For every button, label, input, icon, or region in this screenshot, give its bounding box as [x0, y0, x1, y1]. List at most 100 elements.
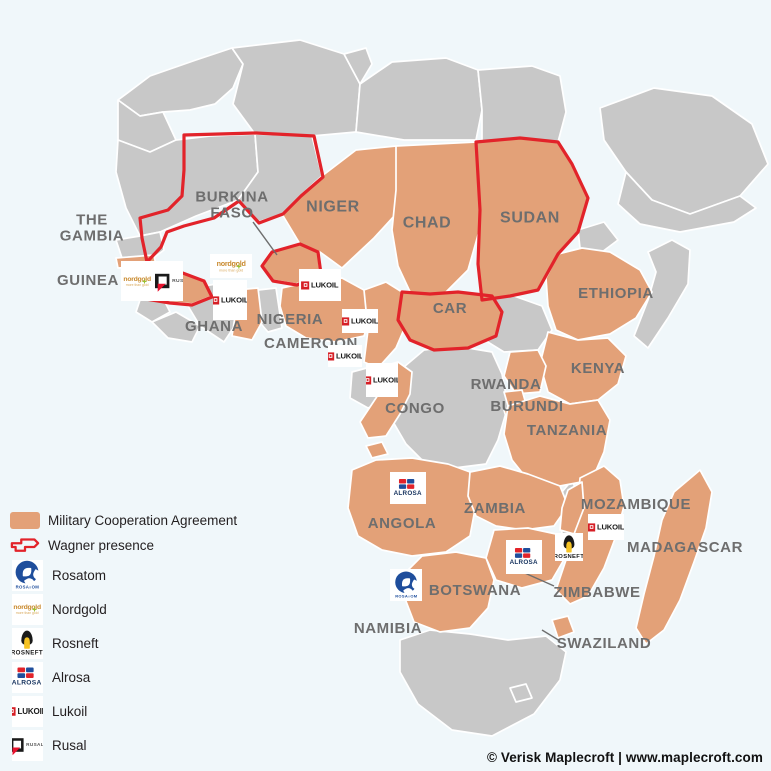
nordgold-wordmark: nordgold: [13, 603, 41, 611]
lukoil-red-square-icon: [11, 706, 16, 716]
legend-label: Wagner presence: [48, 538, 155, 553]
alrosa-facet: [407, 484, 415, 489]
alrosa-logo: ALROSA: [394, 479, 422, 497]
country-cameroon-fill: [363, 281, 409, 369]
country-congo-fill: [359, 361, 413, 439]
country-yemen-oman: [617, 171, 757, 233]
country-liberia: [151, 311, 201, 343]
lukoil-wordmark: LUKOIL: [351, 316, 378, 326]
map-logo-rosatom-namibia: ROSATOM: [390, 569, 422, 601]
country-lesotho: [509, 683, 533, 703]
legend-label: Rusal: [52, 737, 87, 753]
rusal-wordmark: RUSAL: [26, 742, 43, 748]
alrosa-wordmark: ALROSA: [12, 679, 42, 687]
legend-key-nordgold-logo: nordgold more than gold: [10, 593, 44, 625]
legend-logo-chip: RUSAL: [11, 729, 43, 761]
legend-row-rusal[interactable]: RUSAL Rusal: [10, 728, 272, 762]
alrosa-diamond-icon: [398, 479, 417, 491]
country-eritrea-djibouti: [577, 221, 619, 253]
legend-row-rosneft[interactable]: ROSNEFT Rosneft: [10, 626, 272, 660]
lukoil-wordmark: LUKOIL: [373, 375, 398, 385]
legend-key-rosneft-logo: ROSNEFT: [10, 627, 44, 659]
legend-label: Rosatom: [52, 567, 107, 583]
alrosa-facet: [523, 553, 531, 558]
rosatom-wordmark: ROSATOM: [394, 594, 418, 599]
nordgold-wordmark: nordgold: [123, 275, 151, 283]
alrosa-wordmark: ALROSA: [509, 559, 539, 566]
alrosa-facet: [514, 553, 523, 558]
alrosa-facet: [398, 484, 407, 489]
orange-fill-swatch-icon: [10, 512, 40, 529]
legend-row-rosatom[interactable]: ROSATOM Rosatom: [10, 558, 272, 592]
alrosa-diamond-icon: [514, 548, 533, 560]
country-niger-fill: [281, 145, 405, 269]
credit-line: © Verisk Maplecroft | www.maplecroft.com: [486, 750, 763, 765]
lukoil-logo: LUKOIL: [301, 280, 339, 290]
lukoil-wordmark: LUKOIL: [17, 706, 43, 716]
rusal-square-icon: [11, 738, 24, 756]
legend-label: Alrosa: [52, 669, 91, 685]
legend-key-rosatom-logo: ROSATOM: [10, 559, 44, 591]
map-logo-lukoil-mozambique: LUKOIL: [588, 514, 624, 540]
rosneft-logo: ROSNEFT: [555, 534, 583, 559]
rosatom-logo: ROSATOM: [15, 560, 43, 589]
legend-logo-chip: ROSATOM: [11, 559, 43, 591]
lukoil-red-square-icon: [328, 351, 335, 361]
nordgold-logo: nordgold more than gold: [216, 260, 245, 273]
country-somalia: [633, 239, 691, 349]
legend-label: Military Cooperation Agreement: [48, 513, 238, 528]
rusal-notch: [13, 740, 22, 749]
lukoil-wordmark: LUKOIL: [221, 295, 247, 305]
lukoil-red-square-icon: [366, 375, 372, 385]
country-egypt: [477, 65, 567, 145]
legend-logo-chip: LUKOIL: [11, 695, 43, 727]
wagner-outline-car: [396, 290, 504, 352]
rosatom-logo: ROSATOM: [394, 571, 422, 599]
country-cabinda-fill: [365, 441, 389, 459]
alrosa-logo: ALROSA: [12, 667, 42, 687]
map-logo-alrosa-angola: ALROSA: [390, 472, 426, 504]
legend-row-lukoil[interactable]: LUKOIL Lukoil: [10, 694, 272, 728]
legend-row-alrosa[interactable]: ALROSA Alrosa: [10, 660, 272, 694]
rosneft-flame-yellow: [24, 636, 30, 649]
legend-row-military-cooperation-agreement[interactable]: Military Cooperation Agreement: [10, 508, 272, 533]
nordgold-tagline: more than gold: [15, 610, 39, 615]
nordgold-logo: nordgold more than gold: [13, 603, 41, 615]
lukoil-inner-square-icon: [366, 378, 370, 382]
map-logo-lukoil-cameroon: LUKOIL: [328, 345, 362, 367]
country-madagascar-fill: [635, 469, 713, 645]
lukoil-inner-square-icon: [11, 709, 14, 713]
lukoil-red-square-icon: [301, 280, 310, 290]
alrosa-facet: [17, 673, 26, 678]
rusal-square-icon: [155, 273, 170, 292]
rosatom-atom-icon: [395, 571, 422, 598]
lukoil-wordmark: LUKOIL: [336, 351, 362, 361]
legend-label: Rosneft: [52, 635, 99, 651]
country-tanzania-fill: [503, 395, 611, 487]
alrosa-facet: [17, 667, 26, 673]
rusal-notch: [158, 276, 167, 285]
lukoil-inner-square-icon: [303, 283, 308, 287]
legend-row-wagner-presence[interactable]: Wagner presence: [10, 533, 272, 558]
country-angola-fill: [347, 457, 477, 557]
lukoil-inner-square-icon: [589, 525, 594, 529]
legend-label: Lukoil: [52, 703, 88, 719]
rusal-red-triangle-icon: [12, 747, 21, 756]
country-ethiopia-fill: [545, 247, 653, 341]
rusal-logo: RUSAL: [155, 273, 183, 292]
rosatom-blade: [401, 578, 411, 587]
red-outline-swatch-icon: [10, 537, 40, 552]
lukoil-logo: LUKOIL: [328, 352, 362, 361]
legend-label: Nordgold: [52, 601, 107, 617]
lukoil-red-square-icon: [342, 316, 350, 326]
alrosa-facet: [26, 673, 34, 678]
legend-key-orange-swatch: [10, 510, 40, 532]
legend-logo-chip: ROSNEFT: [11, 627, 43, 659]
alrosa-facet: [407, 479, 415, 484]
map-logo-rosneft-mozambique: ROSNEFT: [555, 533, 583, 561]
lukoil-red-square-icon: [213, 295, 220, 305]
alrosa-facet: [523, 548, 531, 553]
rosneft-logo: ROSNEFT: [12, 630, 43, 656]
legend-row-nordgold[interactable]: nordgold more than gold Nordgold: [10, 592, 272, 626]
